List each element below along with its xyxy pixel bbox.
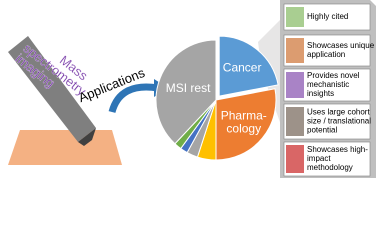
sample-slab [8,130,122,165]
criterion-thumb [286,145,304,173]
pie-slice [155,39,217,145]
criterion-text: Showcases high- [307,145,368,154]
criterion-text: methodology [307,163,353,172]
criterion-text: mechanistic [307,80,349,89]
slice-label: Pharma- [221,109,267,123]
criterion-thumb [286,107,304,136]
probe-tip [78,128,96,146]
pie-slice [215,88,277,161]
criterion-text: size / translational [307,117,371,126]
arrow [108,83,159,114]
criterion-thumb [286,7,304,27]
criterion-text: insights [307,89,334,98]
criterion-text: Provides novel [307,71,360,80]
slice-label: MSI rest [166,81,211,95]
criterion-text: Uses large cohort [307,108,370,117]
slice-label: cology [226,122,261,136]
criterion-thumb [286,72,304,98]
criterion-text: Highly cited [307,12,348,21]
pie: Cancer Pharma-cology MSI rest [155,35,279,161]
criterion-text: impact [307,154,331,163]
probe [8,36,96,142]
criterion-text: potential [307,126,337,135]
criterion-text: Showcases unique [307,41,375,50]
pie-slice [218,35,279,97]
criterion-text: application [307,50,345,59]
slice-label: Cancer [223,61,262,75]
criterion-thumb [286,38,304,63]
